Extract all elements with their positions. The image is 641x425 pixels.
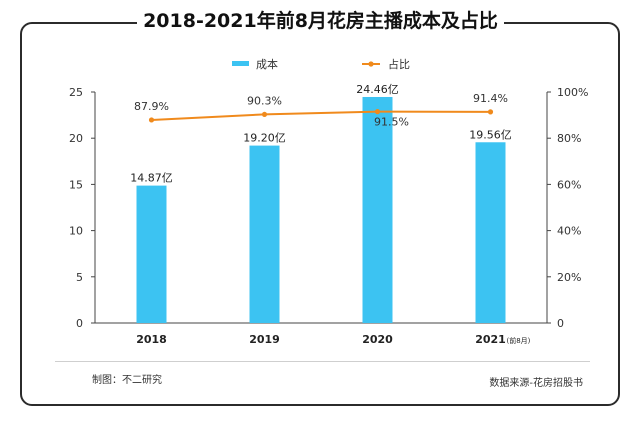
line-label-2021: 91.4% xyxy=(473,92,508,105)
y-left-tick-label: 20 xyxy=(69,132,83,145)
chart-title-wrap: 2018-2021年前8月花房主播成本及占比 xyxy=(0,6,641,33)
footer-separator xyxy=(55,361,590,362)
bar-label-2020: 24.46亿 xyxy=(356,83,399,96)
x-tick-label-2019: 2019 xyxy=(249,333,280,346)
line-point-2018 xyxy=(148,117,155,123)
bar-2021 xyxy=(475,142,506,323)
line-point-2020 xyxy=(374,109,381,115)
x-tick-label-2021: 2021 xyxy=(475,333,506,346)
y-right-tick-label: 20% xyxy=(557,271,581,284)
bar-label-2018: 14.87亿 xyxy=(130,172,173,185)
y-left-tick-label: 5 xyxy=(76,271,83,284)
y-left-tick-label: 0 xyxy=(76,317,83,330)
legend-label-share: 占比 xyxy=(388,57,410,71)
bar-label-2019: 19.20亿 xyxy=(243,132,286,145)
y-right-tick-label: 0 xyxy=(557,317,564,330)
footer-source: 数据来源-花房招股书 xyxy=(489,378,583,389)
y-right-tick-label: 100% xyxy=(557,86,588,99)
line-label-2019: 90.3% xyxy=(247,94,282,107)
chart-title: 2018-2021年前8月花房主播成本及占比 xyxy=(137,10,504,32)
line-point-2019 xyxy=(261,111,268,118)
bar-label-2021: 19.56亿 xyxy=(469,128,512,141)
bar-2020 xyxy=(362,96,393,324)
y-left-tick-label: 10 xyxy=(69,225,83,238)
legend-marker-share xyxy=(368,61,374,67)
y-left-tick-label: 25 xyxy=(69,86,83,99)
legend-swatch-cost xyxy=(232,61,249,66)
y-right-tick-label: 80% xyxy=(557,132,581,145)
x-tick-label-2020: 2020 xyxy=(362,333,393,346)
line-label-2018: 87.9% xyxy=(134,100,169,113)
x-tick-suffix-2021: (前8月) xyxy=(507,336,531,345)
bar-2019 xyxy=(249,145,280,323)
y-left-tick-label: 15 xyxy=(69,178,83,191)
footer-credit: 制图：不二研究 xyxy=(92,375,162,386)
line-series-share xyxy=(151,110,491,121)
x-tick-label-2018: 2018 xyxy=(136,333,167,346)
y-right-tick-label: 40% xyxy=(557,225,581,238)
line-label-2020: 91.5% xyxy=(374,116,409,129)
legend-label-cost: 成本 xyxy=(256,57,278,71)
bar-2018 xyxy=(136,185,167,323)
y-right-tick-label: 60% xyxy=(557,178,581,191)
line-point-2021 xyxy=(487,109,494,115)
